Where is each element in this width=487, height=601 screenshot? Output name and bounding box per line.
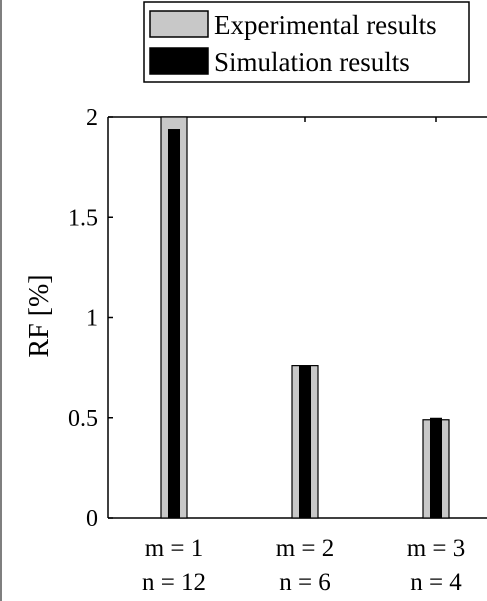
x-category-label-n: n = 12 bbox=[142, 569, 206, 596]
x-category-label-n: n = 4 bbox=[410, 569, 462, 596]
legend-swatch-experimental bbox=[149, 10, 209, 38]
plot-area: 0 0.5 1 1.5 2 m = 1 n = 12 m = 2 n = 6 m = 3 n = 4 bbox=[68, 105, 487, 596]
legend-label-simulation: Simulation results bbox=[214, 47, 410, 77]
y-tick-label: 0 bbox=[86, 506, 98, 532]
bar-simulation bbox=[299, 365, 311, 518]
x-category-label-m: m = 2 bbox=[276, 535, 335, 562]
y-tick-label: 1.5 bbox=[68, 205, 98, 231]
legend-label-experimental: Experimental results bbox=[214, 10, 437, 40]
legend: Experimental results Simulation results bbox=[143, 1, 470, 83]
x-category-label-m: m = 3 bbox=[407, 535, 466, 562]
y-tick-label: 2 bbox=[86, 105, 98, 131]
bar-simulation bbox=[168, 129, 180, 518]
y-axis-label: RF [%] bbox=[24, 274, 55, 357]
y-tick-label: 1 bbox=[86, 306, 98, 332]
bar-simulation bbox=[430, 417, 442, 518]
x-category-label-m: m = 1 bbox=[145, 535, 204, 562]
x-category-label-n: n = 6 bbox=[279, 569, 331, 596]
legend-swatch-simulation bbox=[149, 47, 209, 75]
y-tick-label: 0.5 bbox=[68, 406, 98, 432]
